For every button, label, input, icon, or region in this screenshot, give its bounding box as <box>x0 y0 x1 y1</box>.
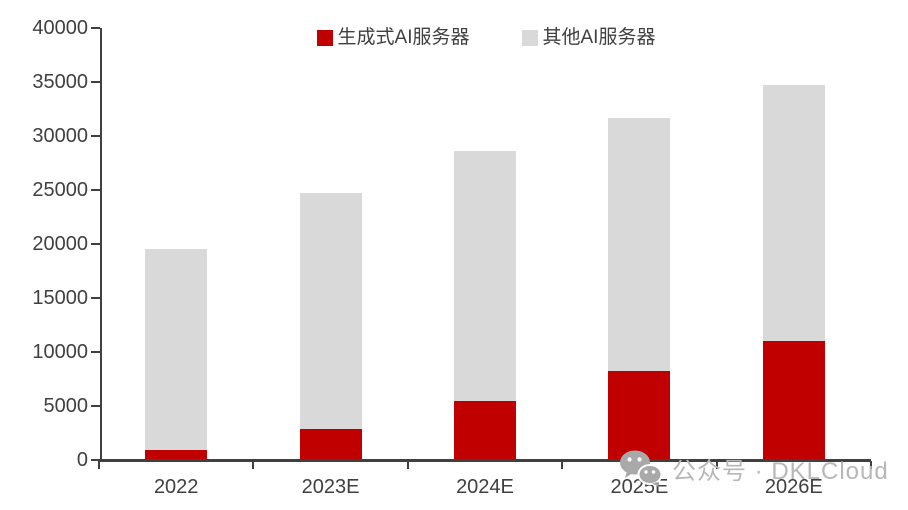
y-axis-label: 20000 <box>32 233 88 255</box>
x-axis-tick <box>870 461 872 469</box>
y-axis-tick <box>91 297 100 299</box>
bar-segment-generative <box>608 371 671 460</box>
x-axis-line <box>99 459 871 462</box>
bar-segment-other <box>762 85 825 342</box>
y-axis-tick <box>91 459 100 461</box>
y-axis-label: 0 <box>76 449 88 471</box>
y-axis-label: 15000 <box>32 287 88 309</box>
y-axis-label: 40000 <box>32 17 88 39</box>
bar-segment-other <box>454 151 516 401</box>
y-axis-label: 35000 <box>32 71 88 93</box>
y-axis-tick <box>91 135 100 137</box>
legend-item-other: 其他AI服务器 <box>521 27 656 48</box>
x-axis-tick <box>406 461 409 469</box>
watermark: 公众号 · DKLCloud <box>618 449 889 487</box>
bar-segment-generative <box>454 400 516 460</box>
legend-swatch-generative <box>316 30 333 46</box>
y-axis-label: 30000 <box>32 125 88 147</box>
y-axis-tick <box>91 81 100 83</box>
legend-swatch-other <box>521 30 538 46</box>
y-axis-tick <box>91 27 100 29</box>
watermark-text: 公众号 · DKLCloud <box>672 457 889 485</box>
y-axis-label: 25000 <box>32 179 88 201</box>
x-axis-label: 2022 <box>153 476 199 498</box>
bar-segment-generative <box>299 428 362 460</box>
bar-segment-generative <box>145 450 208 460</box>
bar-segment-other <box>608 117 671 372</box>
y-axis-tick <box>91 189 100 191</box>
legend: 生成式AI服务器 其他AI服务器 <box>101 28 871 48</box>
x-axis-label: 2023E <box>301 476 360 498</box>
x-axis-tick <box>252 461 255 469</box>
y-axis-tick <box>91 351 100 353</box>
wechat-icon <box>620 450 663 487</box>
x-axis-tick <box>715 461 718 469</box>
legend-label-generative: 生成式AI服务器 <box>337 27 470 48</box>
y-axis-label: 5000 <box>43 395 89 417</box>
legend-label-other: 其他AI服务器 <box>542 27 656 48</box>
x-axis-tick <box>561 461 564 469</box>
y-axis-tick <box>91 405 100 407</box>
x-axis-label: 2024E <box>456 476 514 498</box>
x-axis-label: 2026E <box>764 476 823 498</box>
legend-item-generative: 生成式AI服务器 <box>316 27 470 48</box>
y-axis-label: 10000 <box>32 341 88 363</box>
bar-segment-generative <box>762 341 825 460</box>
y-axis-tick <box>91 243 100 245</box>
y-axis-line <box>100 28 102 462</box>
bar-segment-other <box>145 249 208 451</box>
bar-segment-other <box>299 193 362 429</box>
x-axis-tick <box>98 461 100 469</box>
